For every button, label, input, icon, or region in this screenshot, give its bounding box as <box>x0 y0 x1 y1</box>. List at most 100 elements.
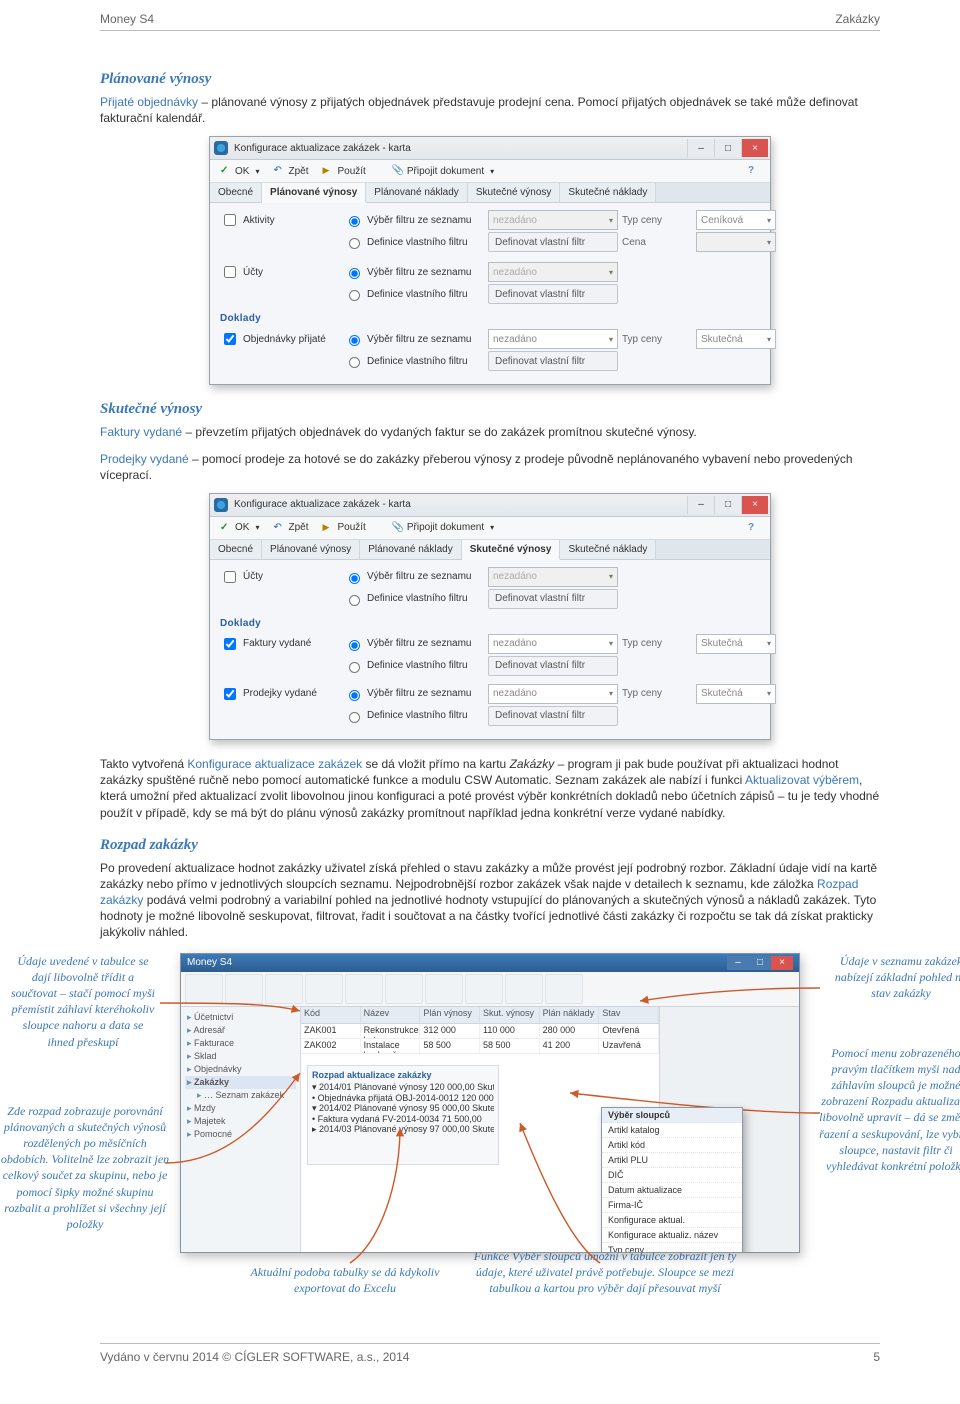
radio-definice-1b[interactable]: Definice vlastního filtru <box>344 235 484 249</box>
popup-item[interactable]: Konfigurace aktual. <box>602 1213 742 1228</box>
tab-skut-vynosy[interactable]: Skutečné výnosy <box>468 183 561 202</box>
popup-item[interactable]: Datum aktualizace <box>602 1183 742 1198</box>
maximize-button[interactable]: □ <box>714 496 741 514</box>
radio-vyber-filtru-1a[interactable]: Výběr filtru ze seznamu <box>344 213 484 227</box>
close-button[interactable]: × <box>741 496 768 514</box>
tree-node[interactable]: Fakturace <box>185 1037 296 1050</box>
tree-node[interactable]: … Seznam zakázek <box>195 1089 296 1102</box>
grid-header[interactable]: KódNázevPlán výnosySkut. výnosyPlán nákl… <box>301 1007 659 1024</box>
ribbon-button[interactable] <box>265 974 303 1004</box>
ribbon-button[interactable] <box>465 974 503 1004</box>
close-button[interactable]: × <box>771 956 793 970</box>
back-button[interactable]: Zpět <box>269 521 312 535</box>
tab-obecne[interactable]: Obecné <box>210 183 262 202</box>
detail-row[interactable]: • Objednávka přijatá OBJ-2014-0012 120 0… <box>312 1093 494 1103</box>
tab-obecne[interactable]: Obecné <box>210 540 262 559</box>
combo-cena[interactable]: ▾ <box>696 232 776 252</box>
ribbon-button[interactable] <box>305 974 343 1004</box>
btn-def-w2-1[interactable]: Definovat vlastní filtr <box>488 589 618 609</box>
combo-obj-prijate[interactable]: nezadáno▾ <box>488 329 618 349</box>
combo-aktivity[interactable]: nezadáno▾ <box>488 210 618 230</box>
radio-w2-1b[interactable]: Definice vlastního filtru <box>344 592 484 606</box>
popup-item[interactable]: Typ ceny <box>602 1243 742 1253</box>
attach-button[interactable]: Připojit dokument▾ <box>388 521 498 535</box>
minimize-button[interactable]: – <box>687 496 714 514</box>
help-button[interactable] <box>744 521 764 535</box>
chk-obj-prijate[interactable]: Objednávky přijaté <box>220 330 340 348</box>
popup-item[interactable]: DIČ <box>602 1168 742 1183</box>
ribbon-button[interactable] <box>345 974 383 1004</box>
tree-node[interactable]: Majetek <box>185 1115 296 1128</box>
column-chooser-popup[interactable]: Výběr sloupců Artikl katalog Artikl kód … <box>601 1107 743 1253</box>
combo-w2-1[interactable]: nezadáno▾ <box>488 567 618 587</box>
nav-tree[interactable]: Účetnictví Adresář Fakturace Sklad Objed… <box>181 1007 301 1253</box>
attach-button[interactable]: Připojit dokument▾ <box>388 164 498 178</box>
radio-vyber-filtru-2a[interactable]: Výběr filtru ze seznamu <box>344 265 484 279</box>
chk-aktivity[interactable]: Aktivity <box>220 211 340 229</box>
grid-row[interactable]: ZAK001Rekonstrukce bytu312 000110 000280… <box>301 1024 659 1039</box>
detail-row[interactable]: ▸ 2014/03 Plánované výnosy 97 000,00 Sku… <box>312 1124 494 1135</box>
tree-node-active[interactable]: Zakázky <box>185 1076 296 1089</box>
radio-w2-2b[interactable]: Definice vlastního filtru <box>344 659 484 673</box>
back-button[interactable]: Zpět <box>269 164 312 178</box>
tab-plan-vynosy[interactable]: Plánované výnosy <box>262 183 366 203</box>
help-button[interactable] <box>744 164 764 178</box>
use-button[interactable]: Použít <box>318 164 369 178</box>
ribbon-button[interactable] <box>225 974 263 1004</box>
tab-plan-vynosy[interactable]: Plánované výnosy <box>262 540 360 559</box>
btn-def-w2-2[interactable]: Definovat vlastní filtr <box>488 656 618 676</box>
chk-ucty-2[interactable]: Účty <box>220 568 340 586</box>
tab-plan-naklady[interactable]: Plánované náklady <box>360 540 462 559</box>
ribbon-button[interactable] <box>185 974 223 1004</box>
ok-button[interactable]: OK▾ <box>216 164 263 178</box>
detail-row[interactable]: ▾ 2014/01 Plánované výnosy 120 000,00 Sk… <box>312 1082 494 1093</box>
btn-definovat-1[interactable]: Definovat vlastní filtr <box>488 232 618 252</box>
tree-node[interactable]: Objednávky <box>185 1063 296 1076</box>
popup-item[interactable]: Artikl kód <box>602 1138 742 1153</box>
radio-w2-1a[interactable]: Výběr filtru ze seznamu <box>344 570 484 584</box>
tab-plan-naklady[interactable]: Plánované náklady <box>366 183 468 202</box>
tab-skut-vynosy[interactable]: Skutečné výnosy <box>462 540 561 560</box>
btn-def-w2-3[interactable]: Definovat vlastní filtr <box>488 706 618 726</box>
chk-prodejky-vydane[interactable]: Prodejky vydané <box>220 685 340 703</box>
popup-item[interactable]: Artikl PLU <box>602 1153 742 1168</box>
combo-w2-3[interactable]: nezadáno▾ <box>488 684 618 704</box>
use-button[interactable]: Použít <box>318 521 369 535</box>
tree-node[interactable]: Účetnictví <box>185 1011 296 1024</box>
chk-faktury-vydane[interactable]: Faktury vydané <box>220 635 340 653</box>
radio-vyber-filtru-3a[interactable]: Výběr filtru ze seznamu <box>344 332 484 346</box>
tab-skut-naklady[interactable]: Skutečné náklady <box>560 540 656 559</box>
radio-w2-3b[interactable]: Definice vlastního filtru <box>344 709 484 723</box>
popup-item[interactable]: Artikl katalog <box>602 1123 742 1138</box>
tree-node[interactable]: Adresář <box>185 1024 296 1037</box>
tab-skut-naklady[interactable]: Skutečné náklady <box>560 183 656 202</box>
maximize-button[interactable]: □ <box>714 139 741 157</box>
radio-w2-3a[interactable]: Výběr filtru ze seznamu <box>344 687 484 701</box>
tree-node[interactable]: Mzdy <box>185 1102 296 1115</box>
detail-row[interactable]: • Faktura vydaná FV-2014-0034 71 500,00 <box>312 1114 494 1124</box>
combo-typ-ceny-w2-3[interactable]: Skutečná▾ <box>696 684 776 704</box>
grid-row[interactable]: ZAK002Instalace kuchyně58 50058 50041 20… <box>301 1039 659 1054</box>
popup-item[interactable]: Konfigurace aktualiz. název <box>602 1228 742 1243</box>
chk-ucty[interactable]: Účty <box>220 263 340 281</box>
ribbon-button[interactable] <box>385 974 423 1004</box>
close-button[interactable]: × <box>741 139 768 157</box>
popup-item[interactable]: Firma-IČ <box>602 1198 742 1213</box>
combo-typ-ceny-1[interactable]: Ceníková▾ <box>696 210 776 230</box>
radio-definice-3b[interactable]: Definice vlastního filtru <box>344 354 484 368</box>
tree-node[interactable]: Sklad <box>185 1050 296 1063</box>
minimize-button[interactable]: – <box>687 139 714 157</box>
combo-w2-2[interactable]: nezadáno▾ <box>488 634 618 654</box>
minimize-button[interactable]: – <box>727 956 749 970</box>
combo-typ-ceny-3[interactable]: Skutečná▾ <box>696 329 776 349</box>
radio-definice-2b[interactable]: Definice vlastního filtru <box>344 287 484 301</box>
ok-button[interactable]: OK▾ <box>216 521 263 535</box>
combo-typ-ceny-w2-2[interactable]: Skutečná▾ <box>696 634 776 654</box>
ribbon-button[interactable] <box>425 974 463 1004</box>
combo-ucty[interactable]: nezadáno▾ <box>488 262 618 282</box>
detail-row[interactable]: ▾ 2014/02 Plánované výnosy 95 000,00 Sku… <box>312 1103 494 1114</box>
btn-definovat-3[interactable]: Definovat vlastní filtr <box>488 351 618 371</box>
tree-node[interactable]: Pomocné <box>185 1128 296 1141</box>
detail-rozpad-grid[interactable]: Rozpad aktualizace zakázky ▾ 2014/01 Plá… <box>307 1065 499 1165</box>
radio-w2-2a[interactable]: Výběr filtru ze seznamu <box>344 637 484 651</box>
